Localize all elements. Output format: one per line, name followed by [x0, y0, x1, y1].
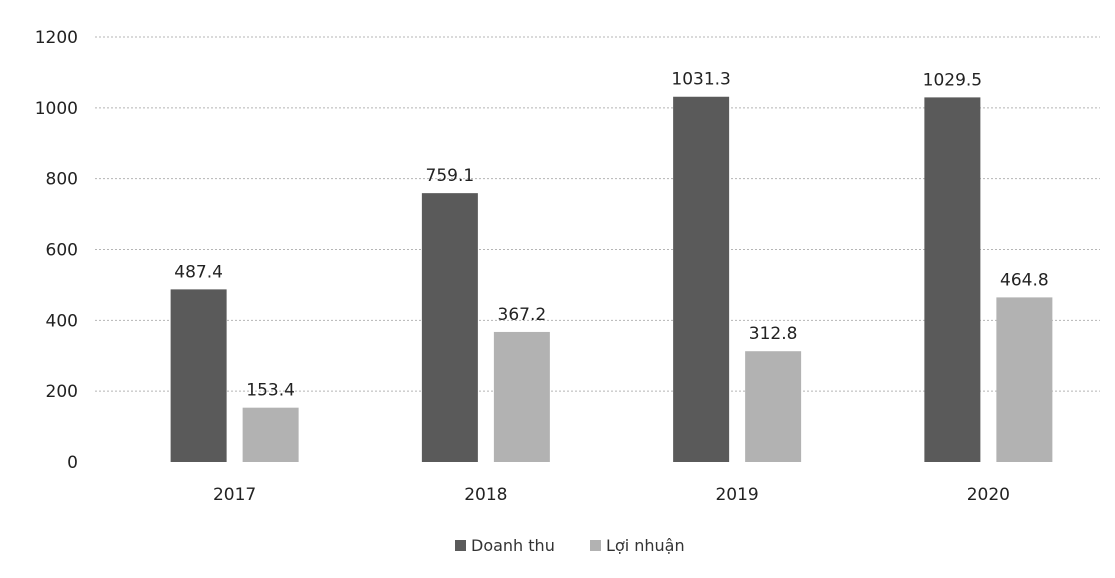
data-label-doanh-thu-2017: 487.4	[174, 262, 223, 282]
bar-loi-nhuan-2018	[493, 331, 550, 462]
data-label-doanh-thu-2019: 1031.3	[671, 70, 730, 90]
bar-loi-nhuan-2017	[242, 407, 299, 462]
legend-label-loi-nhuan: Lợi nhuận	[606, 536, 685, 555]
data-labels: 487.4 153.4 759.1 367.2 1031.3 312.8 1029.5 464…	[174, 70, 1048, 401]
y-axis-ticks: 0 200 400 600 800 1000 1200	[35, 28, 78, 473]
y-tick-label: 1200	[35, 28, 78, 48]
data-label-loi-nhuan-2017: 153.4	[246, 381, 295, 401]
y-tick-label: 800	[46, 170, 78, 190]
y-tick-label: 400	[46, 311, 78, 331]
bar-doanh-thu-2019	[673, 96, 730, 462]
x-tick-label: 2018	[464, 485, 507, 505]
legend: Doanh thu Lợi nhuận	[455, 536, 685, 555]
data-label-doanh-thu-2020: 1029.5	[923, 70, 982, 90]
bars	[170, 96, 1053, 463]
data-label-loi-nhuan-2020: 464.8	[1000, 270, 1049, 290]
bar-loi-nhuan-2020	[996, 297, 1053, 462]
data-label-loi-nhuan-2019: 312.8	[749, 324, 798, 344]
x-tick-label: 2017	[213, 485, 256, 505]
x-tick-label: 2019	[715, 485, 758, 505]
legend-swatch-loi-nhuan	[590, 540, 601, 551]
y-tick-label: 0	[67, 453, 78, 473]
x-tick-label: 2020	[967, 485, 1010, 505]
data-label-loi-nhuan-2018: 367.2	[498, 305, 547, 325]
legend-swatch-doanh-thu	[455, 540, 466, 551]
x-axis-categories: 2017 2018 2019 2020	[213, 485, 1010, 505]
bar-doanh-thu-2017	[170, 289, 227, 462]
legend-label-doanh-thu: Doanh thu	[471, 536, 555, 555]
bar-doanh-thu-2018	[421, 193, 478, 462]
y-tick-label: 1000	[35, 99, 78, 119]
y-tick-label: 600	[46, 241, 78, 261]
y-tick-label: 200	[46, 382, 78, 402]
data-label-doanh-thu-2018: 759.1	[426, 166, 475, 186]
bar-doanh-thu-2020	[924, 97, 981, 463]
bar-loi-nhuan-2019	[745, 351, 802, 462]
